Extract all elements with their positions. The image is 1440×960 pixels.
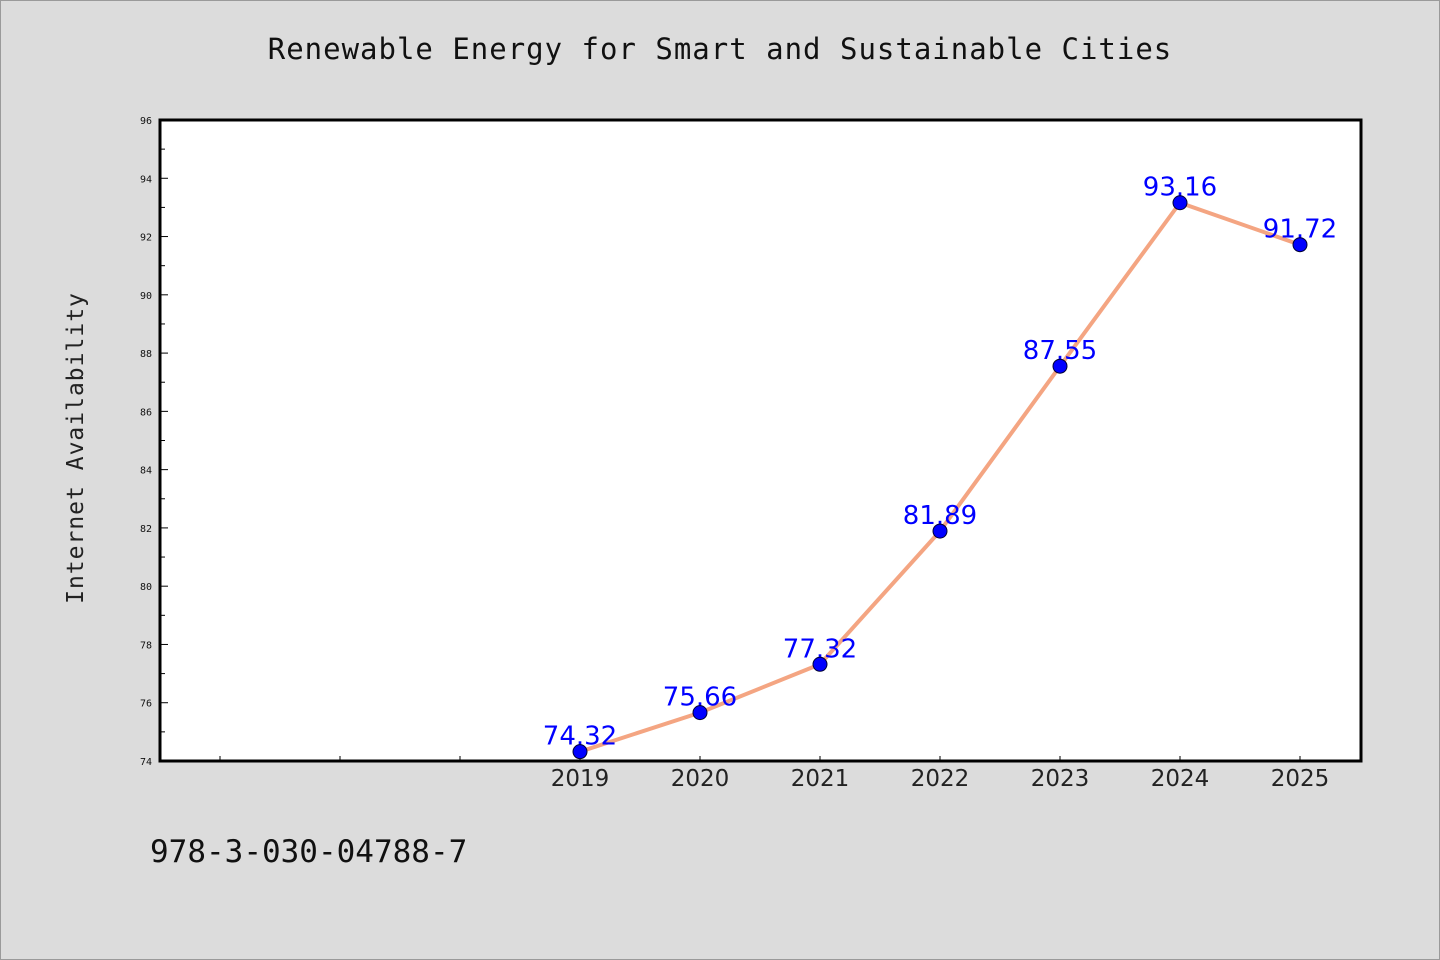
y-tick-label: 80 <box>140 582 152 593</box>
x-tick-label: 2019 <box>551 766 610 792</box>
data-point <box>692 705 708 721</box>
x-tick-label: 2022 <box>911 766 970 792</box>
y-tick-label: 96 <box>140 116 152 127</box>
y-tick-label: 92 <box>140 233 152 244</box>
plot-border <box>158 118 1363 763</box>
plot-area <box>160 120 1361 761</box>
data-point <box>812 656 828 672</box>
data-point <box>1172 195 1188 211</box>
y-tick-label: 86 <box>140 407 152 418</box>
x-tick-label: 2025 <box>1271 766 1330 792</box>
y-tick-label: 82 <box>140 524 152 535</box>
x-tick-label: 2020 <box>671 766 730 792</box>
y-tick-label: 76 <box>140 699 152 710</box>
isbn-text: 978-3-030-04788-7 <box>150 834 468 870</box>
y-tick-label: 78 <box>140 640 152 651</box>
x-tick-label: 2021 <box>791 766 850 792</box>
x-tick-label: 2023 <box>1031 766 1090 792</box>
chart-title: Renewable Energy for Smart and Sustainab… <box>267 32 1173 66</box>
data-point <box>1292 237 1308 253</box>
y-tick-label: 90 <box>140 291 152 302</box>
y-tick-label: 74 <box>140 757 152 768</box>
x-tick-label: 2024 <box>1151 766 1210 792</box>
y-tick-label: 94 <box>140 174 152 185</box>
data-point <box>1052 358 1068 374</box>
y-tick-label: 84 <box>140 466 152 477</box>
data-point <box>572 744 588 760</box>
y-tick-label: 88 <box>140 349 152 360</box>
data-point <box>932 523 948 539</box>
